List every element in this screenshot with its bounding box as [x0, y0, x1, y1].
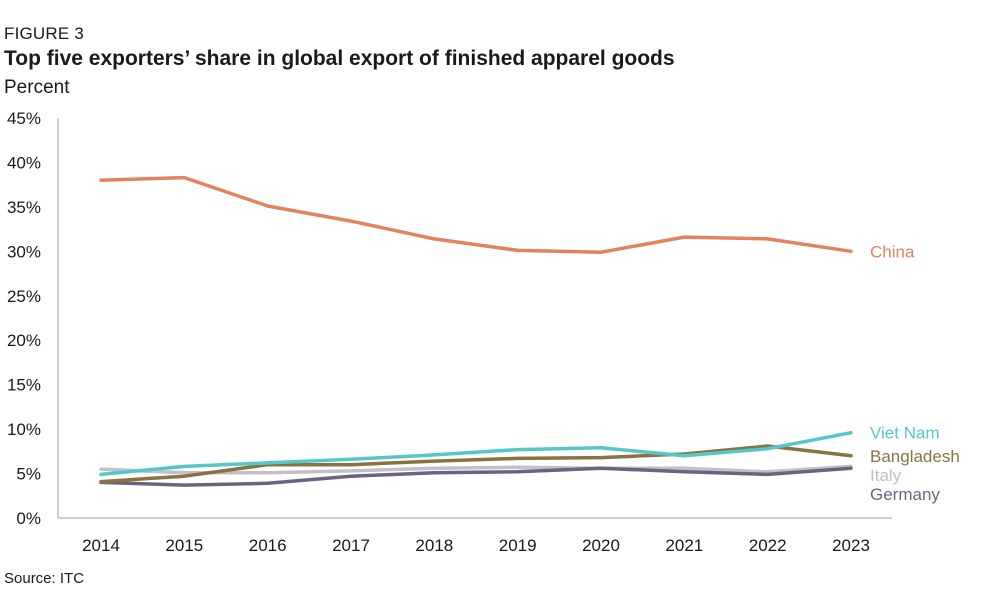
chart-title: Top five exporters’ share in global expo… [4, 47, 675, 70]
y-tick-label: 5% [16, 465, 41, 484]
y-tick-label: 45% [7, 109, 41, 128]
x-tick-label: 2019 [499, 536, 537, 555]
figure-label: FIGURE 3 [4, 24, 85, 43]
series-line-italy [99, 464, 853, 475]
y-axis-unit-label: Percent [4, 77, 70, 98]
y-tick-label: 10% [7, 420, 41, 439]
series-lines [99, 175, 853, 487]
x-tick-label: 2022 [749, 536, 787, 555]
y-tick-label: 25% [7, 287, 41, 306]
x-tick-label: 2017 [332, 536, 370, 555]
x-tick-label: 2023 [832, 536, 870, 555]
x-tick-label: 2015 [165, 536, 203, 555]
x-tick-label: 2014 [82, 536, 120, 555]
x-tick-label: 2021 [665, 536, 703, 555]
series-label-viet-nam: Viet Nam [870, 424, 940, 443]
y-tick-label: 35% [7, 198, 41, 217]
series-label-italy: Italy [870, 466, 902, 485]
series-label-bangladesh: Bangladesh [870, 447, 960, 466]
x-axis-ticks: 2014 2015 2016 2017 2018 2019 2020 2021 2022 2023 [82, 536, 870, 555]
series-line-germany [99, 466, 853, 487]
series-line-viet-nam [99, 430, 853, 477]
y-axis-ticks: 0% 5% 10% 15% 20% 25% 30% 35% 40% 45% [7, 109, 41, 528]
series-label-china: China [870, 242, 915, 261]
source-note: Source: ITC [4, 570, 85, 587]
y-tick-label: 30% [7, 242, 41, 261]
chart-axes [57, 118, 892, 519]
y-tick-label: 0% [16, 509, 41, 528]
y-tick-label: 15% [7, 376, 41, 395]
y-tick-label: 40% [7, 153, 41, 172]
series-label-germany: Germany [870, 485, 940, 504]
series-line-bangladesh [99, 444, 853, 484]
x-tick-label: 2016 [249, 536, 287, 555]
y-tick-label: 20% [7, 331, 41, 350]
x-tick-label: 2020 [582, 536, 620, 555]
series-line-china [99, 175, 853, 254]
x-tick-label: 2018 [415, 536, 453, 555]
